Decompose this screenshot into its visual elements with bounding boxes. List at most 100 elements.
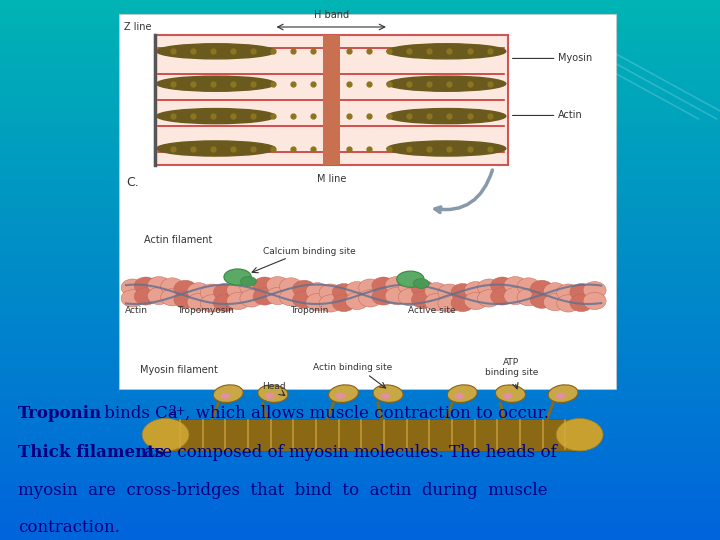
Text: Calcium binding site: Calcium binding site (264, 247, 356, 256)
Ellipse shape (556, 418, 603, 451)
Ellipse shape (213, 385, 243, 402)
Circle shape (240, 279, 263, 296)
Ellipse shape (397, 271, 424, 287)
Circle shape (359, 279, 382, 296)
Ellipse shape (266, 393, 274, 399)
Circle shape (346, 281, 369, 299)
Ellipse shape (495, 385, 526, 402)
Circle shape (200, 284, 223, 301)
Ellipse shape (328, 385, 359, 402)
Ellipse shape (447, 385, 477, 402)
Circle shape (240, 290, 263, 307)
Text: Actin filament: Actin filament (144, 235, 212, 245)
FancyBboxPatch shape (323, 35, 340, 165)
Circle shape (451, 284, 474, 301)
Circle shape (187, 282, 210, 300)
FancyBboxPatch shape (155, 35, 508, 165)
Circle shape (557, 295, 580, 312)
Circle shape (359, 290, 382, 307)
Circle shape (425, 282, 448, 300)
Circle shape (279, 289, 302, 306)
Circle shape (332, 294, 355, 312)
Circle shape (544, 293, 567, 310)
Circle shape (583, 292, 606, 309)
Circle shape (148, 276, 171, 294)
Text: Actin: Actin (125, 306, 148, 315)
Circle shape (200, 295, 223, 312)
Ellipse shape (240, 276, 256, 286)
Circle shape (227, 292, 250, 309)
Circle shape (332, 284, 355, 301)
Text: ATP
binding site: ATP binding site (485, 358, 538, 377)
Text: Actin binding site: Actin binding site (313, 363, 392, 372)
Ellipse shape (387, 141, 505, 156)
Circle shape (504, 287, 527, 305)
Circle shape (253, 288, 276, 305)
Text: Myosin: Myosin (558, 53, 593, 63)
Circle shape (491, 277, 514, 294)
Ellipse shape (503, 393, 512, 399)
Circle shape (570, 284, 593, 301)
Circle shape (213, 294, 236, 312)
Circle shape (292, 280, 316, 298)
Circle shape (425, 293, 448, 310)
Circle shape (491, 288, 514, 305)
Circle shape (121, 279, 144, 296)
Circle shape (187, 293, 210, 310)
Ellipse shape (387, 44, 505, 59)
Circle shape (134, 277, 157, 294)
Circle shape (292, 291, 316, 308)
Circle shape (464, 281, 487, 299)
Ellipse shape (387, 76, 505, 91)
Text: Z line: Z line (124, 22, 151, 32)
Circle shape (174, 291, 197, 308)
Text: 2+: 2+ (168, 405, 185, 418)
Circle shape (583, 281, 606, 299)
Circle shape (372, 277, 395, 294)
Circle shape (398, 278, 421, 295)
Circle shape (227, 281, 250, 299)
Circle shape (161, 289, 184, 306)
Text: Active site: Active site (408, 306, 456, 315)
Text: contraction.: contraction. (18, 519, 120, 536)
Text: H band: H band (314, 10, 348, 20)
Text: binds Ca: binds Ca (99, 405, 177, 422)
Text: Actin: Actin (558, 111, 582, 120)
Text: M line: M line (317, 174, 346, 185)
FancyBboxPatch shape (119, 14, 616, 389)
Ellipse shape (336, 393, 345, 399)
Circle shape (385, 276, 408, 294)
Circle shape (477, 290, 500, 307)
Ellipse shape (224, 269, 251, 285)
Circle shape (306, 282, 329, 300)
Circle shape (161, 278, 184, 295)
Circle shape (530, 291, 553, 308)
Ellipse shape (373, 385, 403, 402)
Circle shape (306, 293, 329, 310)
Circle shape (134, 288, 157, 305)
Circle shape (174, 280, 197, 298)
Circle shape (504, 276, 527, 294)
Ellipse shape (157, 44, 275, 59)
Circle shape (266, 276, 289, 294)
Circle shape (412, 280, 435, 298)
Circle shape (121, 290, 144, 307)
Ellipse shape (381, 393, 390, 399)
Ellipse shape (387, 109, 505, 124)
Text: Troponin: Troponin (18, 405, 102, 422)
Circle shape (346, 292, 369, 309)
Circle shape (530, 280, 553, 298)
Ellipse shape (157, 109, 275, 124)
Text: , which allows muscle contraction to occur.: , which allows muscle contraction to occ… (185, 405, 549, 422)
Circle shape (464, 292, 487, 309)
Text: are composed of myosin molecules. The heads of: are composed of myosin molecules. The he… (139, 444, 557, 461)
Ellipse shape (258, 385, 288, 402)
Ellipse shape (455, 393, 464, 399)
Circle shape (213, 284, 236, 301)
Circle shape (438, 295, 461, 312)
Text: myosin  are  cross-bridges  that  bind  to  actin  during  muscle: myosin are cross-bridges that bind to ac… (18, 482, 547, 498)
Circle shape (279, 278, 302, 295)
Text: C.: C. (126, 176, 139, 190)
Ellipse shape (157, 76, 275, 91)
Circle shape (570, 294, 593, 312)
